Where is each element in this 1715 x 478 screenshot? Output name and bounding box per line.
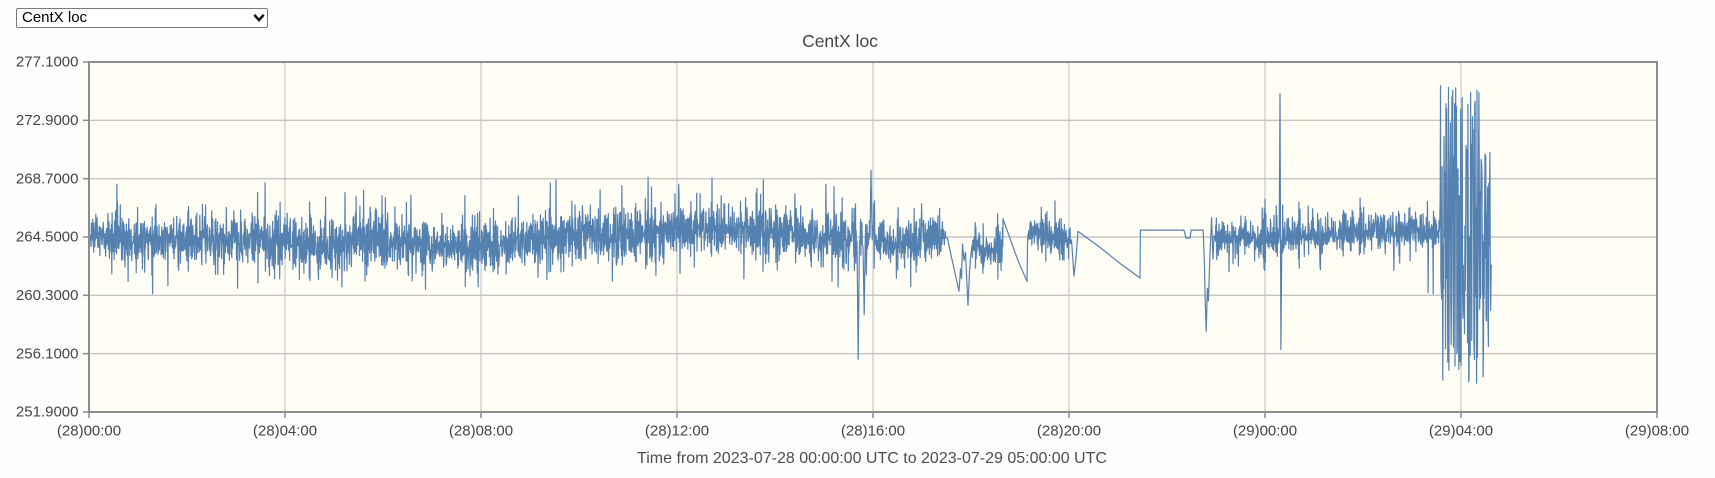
svg-text:(29)00:00: (29)00:00 (1233, 423, 1297, 440)
svg-text:272.9000: 272.9000 (16, 112, 79, 129)
svg-text:(28)16:00: (28)16:00 (841, 423, 905, 440)
svg-text:264.5000: 264.5000 (16, 229, 79, 246)
svg-text:(29)04:00: (29)04:00 (1429, 423, 1493, 440)
svg-text:277.1000: 277.1000 (16, 54, 79, 71)
svg-text:(28)04:00: (28)04:00 (253, 423, 317, 440)
svg-text:(28)12:00: (28)12:00 (645, 423, 709, 440)
svg-text:268.7000: 268.7000 (16, 170, 79, 187)
svg-text:Time from 2023-07-28 00:00:00: Time from 2023-07-28 00:00:00 UTC to 202… (637, 450, 1107, 467)
svg-text:(28)00:00: (28)00:00 (57, 423, 121, 440)
svg-text:CentX loc: CentX loc (802, 31, 878, 51)
svg-text:(29)08:00: (29)08:00 (1625, 423, 1689, 440)
svg-text:260.3000: 260.3000 (16, 287, 79, 304)
svg-text:(28)08:00: (28)08:00 (449, 423, 513, 440)
svg-text:256.1000: 256.1000 (16, 345, 79, 362)
svg-text:251.9000: 251.9000 (16, 404, 79, 421)
svg-text:(28)20:00: (28)20:00 (1037, 423, 1101, 440)
